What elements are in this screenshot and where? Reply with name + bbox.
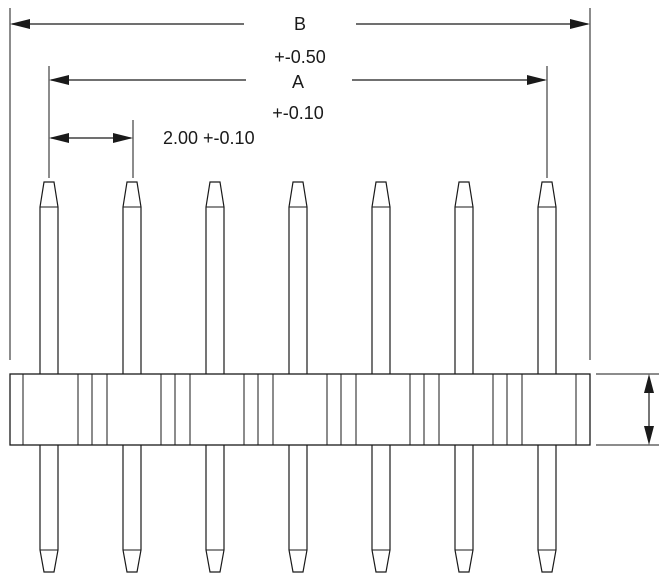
dim-a-label: A <box>292 72 304 92</box>
arrow-right-icon <box>113 133 133 143</box>
pin-lower <box>537 445 557 573</box>
pin-upper <box>537 181 557 374</box>
arrow-right-icon <box>527 75 547 85</box>
pin-lower <box>288 445 308 573</box>
dimension-pitch: 2.00 +-0.10 <box>49 120 255 178</box>
insulator-body <box>9 373 591 446</box>
pin-upper <box>371 181 391 374</box>
pin-lower <box>205 445 225 573</box>
dim-a-tolerance: +-0.10 <box>272 103 324 123</box>
pin-lower <box>122 445 142 573</box>
pin-upper <box>454 181 474 374</box>
arrow-left-icon <box>49 75 69 85</box>
arrow-up-icon <box>644 374 654 393</box>
pin-upper <box>205 181 225 374</box>
pin-upper <box>39 181 59 374</box>
arrow-left-icon <box>10 19 30 29</box>
arrow-right-icon <box>570 19 590 29</box>
dimension-a: A +-0.10 <box>48 66 548 178</box>
pin-lower <box>454 445 474 573</box>
arrow-left-icon <box>49 133 69 143</box>
pins-group <box>39 181 557 573</box>
dimension-b: B +-0.50 <box>9 8 591 360</box>
pin-upper <box>122 181 142 374</box>
dimension-height <box>596 373 659 446</box>
arrow-down-icon <box>644 426 654 445</box>
dim-b-label: B <box>294 14 306 34</box>
pin-lower <box>39 445 59 573</box>
pin-lower <box>371 445 391 573</box>
dim-b-tolerance: +-0.50 <box>274 47 326 67</box>
dim-pitch-text: 2.00 +-0.10 <box>163 128 255 148</box>
pin-upper <box>288 181 308 374</box>
body-outline <box>9 373 591 446</box>
